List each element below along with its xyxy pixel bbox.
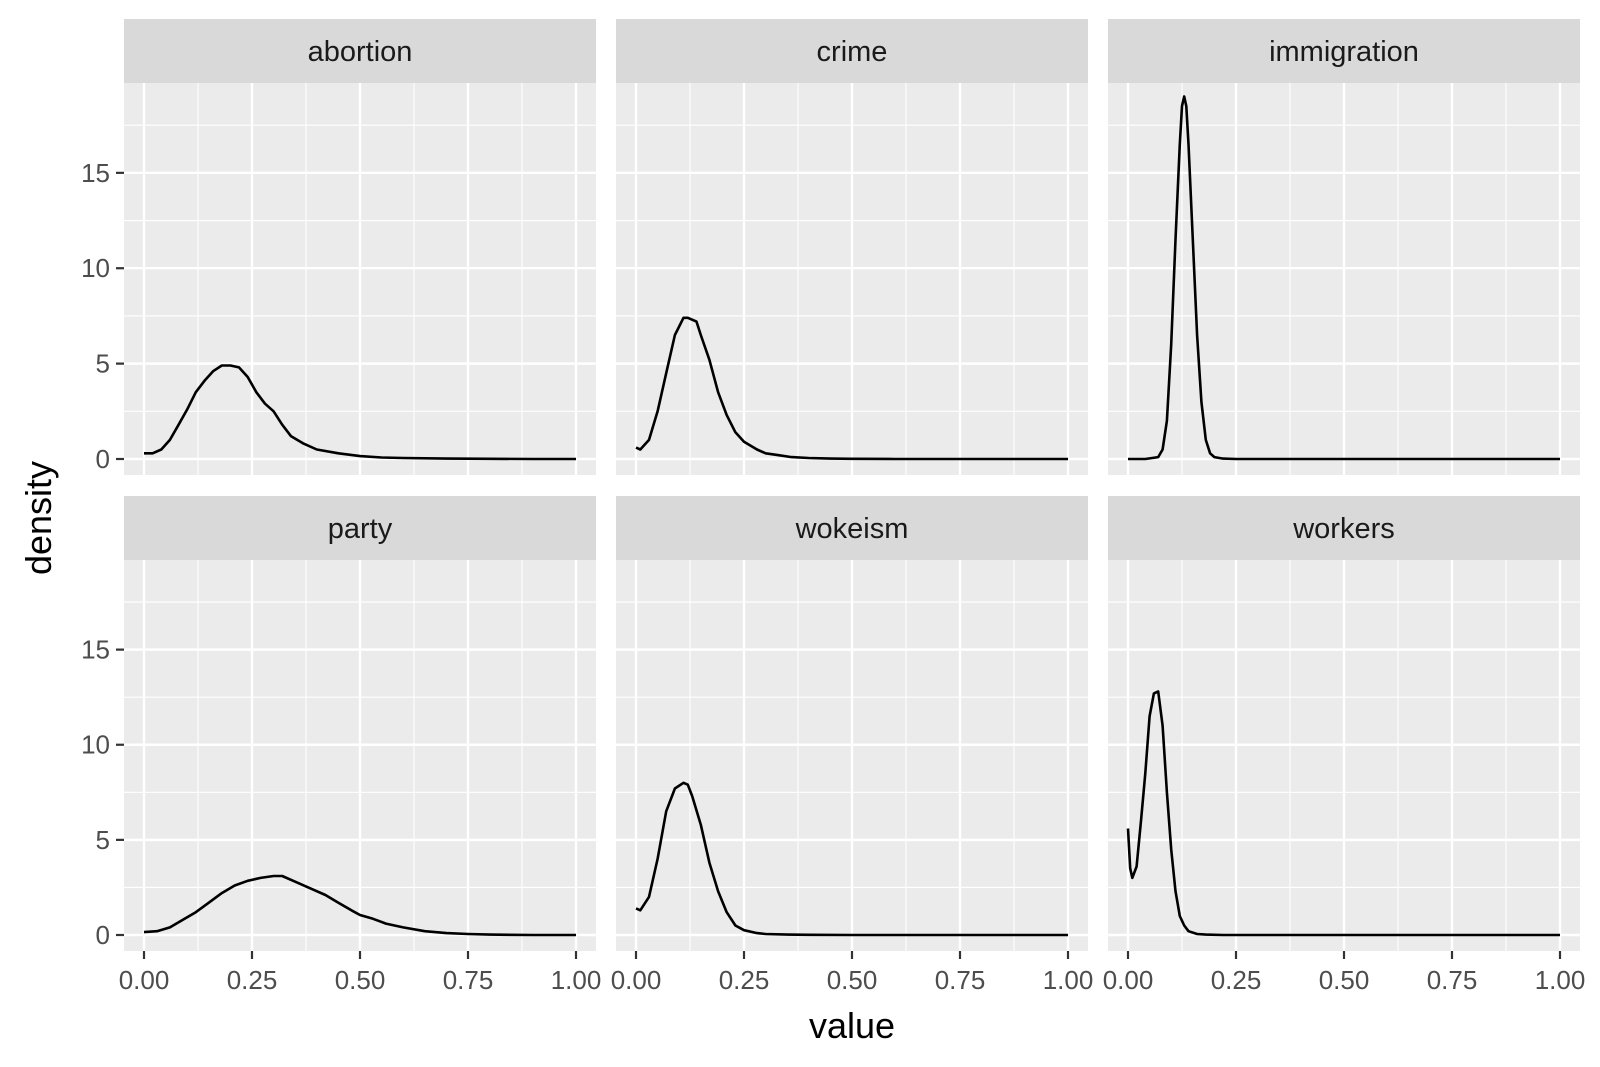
strip-wokeism (616, 496, 1088, 560)
strip-label-workers: workers (1292, 513, 1395, 545)
y-tick-label: 0 (96, 444, 110, 474)
strip-label-wokeism: wokeism (795, 513, 909, 545)
x-tick-label: 0.50 (827, 965, 878, 995)
density-line-workers (1126, 690, 1560, 937)
y-tick-label: 15 (81, 635, 110, 665)
x-tick-label: 0.00 (1103, 965, 1154, 995)
strip-label-crime: crime (817, 36, 888, 68)
x-tick-label: 0.50 (335, 965, 386, 995)
x-tick-label: 0.25 (719, 965, 770, 995)
x-tick-label: 0.75 (1427, 965, 1478, 995)
density-line-abortion (144, 364, 576, 461)
strip-workers (1108, 496, 1580, 560)
facet-panels: abortion 0 5 10 15 crime immigration party 0 5 10 1… (81, 19, 1585, 995)
x-tick-label: 0.00 (119, 965, 170, 995)
density-line-immigration (1128, 95, 1560, 461)
x-tick-label: 0.25 (227, 965, 278, 995)
y-tick-label: 10 (81, 253, 110, 283)
x-tick-label: 0.75 (935, 965, 986, 995)
x-tick-label: 1.00 (1535, 965, 1586, 995)
density-line-party (143, 874, 576, 937)
y-tick-label: 5 (96, 349, 110, 379)
x-tick-label: 0.25 (1211, 965, 1262, 995)
y-tick-label: 15 (81, 158, 110, 188)
strip-label-abortion: abortion (308, 36, 413, 68)
y-tick-label: 0 (96, 920, 110, 950)
strip-party (124, 496, 596, 560)
x-tick-label: 0.00 (611, 965, 662, 995)
y-tick-label: 5 (96, 825, 110, 855)
strip-abortion (124, 19, 596, 83)
strip-label-immigration: immigration (1269, 36, 1419, 68)
density-line-crime (635, 316, 1068, 461)
x-tick-label: 1.00 (1043, 965, 1094, 995)
x-axis-title: value (809, 1005, 895, 1046)
x-tick-label: 0.75 (443, 965, 494, 995)
strip-label-party: party (328, 513, 393, 545)
y-axis-title: density (18, 461, 59, 575)
x-tick-label: 1.00 (551, 965, 602, 995)
strip-crime (616, 19, 1088, 83)
density-line-wokeism (635, 781, 1068, 937)
strip-immigration (1108, 19, 1580, 83)
x-tick-label: 0.50 (1319, 965, 1370, 995)
y-tick-label: 10 (81, 730, 110, 760)
